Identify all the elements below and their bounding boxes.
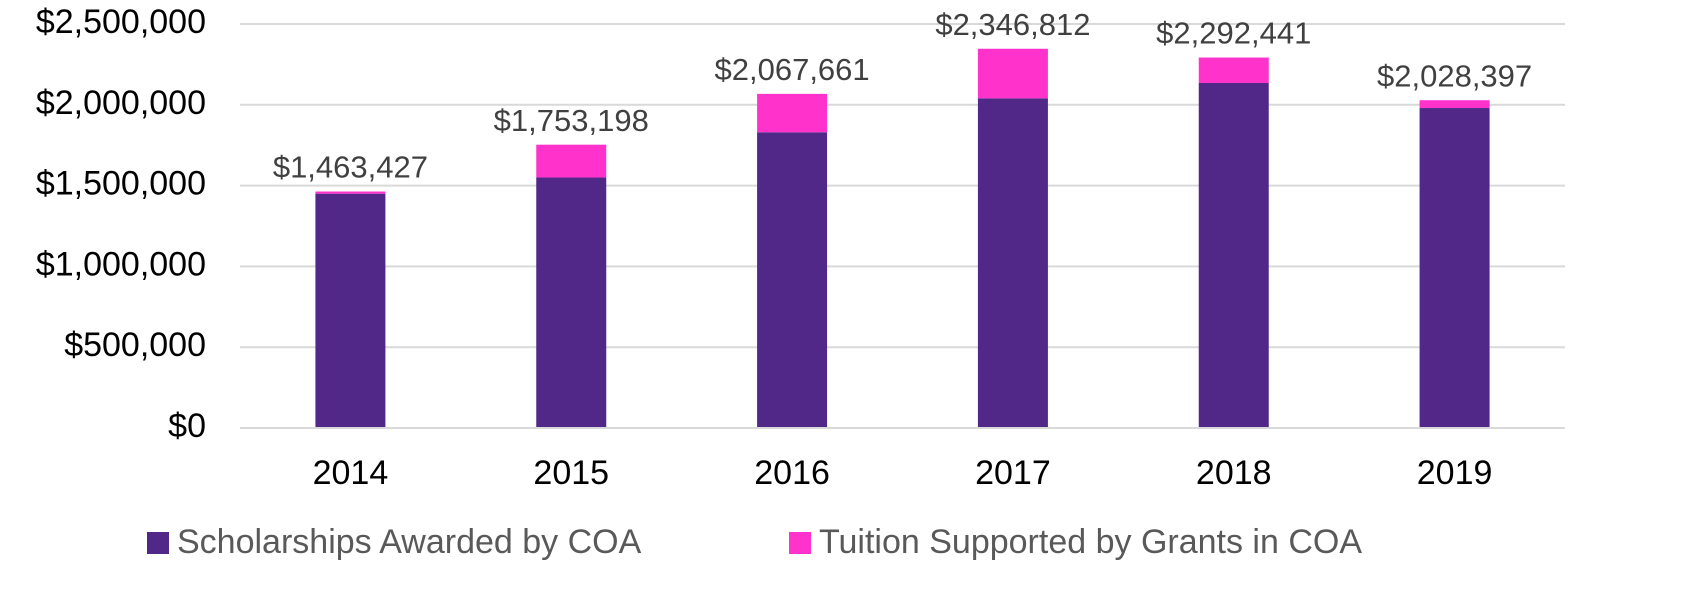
y-tick-label: $0 (168, 407, 206, 445)
bar-segment (757, 93, 828, 133)
bar-segment (1419, 100, 1490, 109)
y-tick-label: $2,000,000 (36, 84, 206, 122)
bar-segment (977, 48, 1048, 99)
total-label: $2,292,441 (1156, 16, 1311, 51)
y-tick-label: $2,500,000 (36, 3, 206, 41)
y-tick-label: $500,000 (64, 326, 206, 364)
total-label: $2,028,397 (1377, 58, 1532, 93)
bar-segment (757, 132, 828, 428)
bar-segment (536, 144, 607, 178)
legend-swatch (147, 532, 169, 554)
bar-segment (977, 98, 1048, 428)
x-tick-label: 2014 (313, 454, 389, 492)
bar-segment (1419, 108, 1490, 429)
bar-segment (315, 193, 386, 428)
total-label: $1,463,427 (273, 150, 428, 185)
bar-segment (536, 177, 607, 428)
x-tick-label: 2018 (1196, 454, 1272, 492)
legend-label: Scholarships Awarded by COA (177, 523, 642, 561)
bar-segment (315, 191, 386, 194)
total-label: $2,067,661 (715, 52, 870, 87)
x-tick-label: 2015 (533, 454, 609, 492)
x-tick-label: 2017 (975, 454, 1051, 492)
total-label: $1,753,198 (494, 103, 649, 138)
legend-label: Tuition Supported by Grants in COA (819, 523, 1362, 561)
y-tick-label: $1,000,000 (36, 245, 206, 283)
x-tick-label: 2019 (1417, 454, 1493, 492)
total-label: $2,346,812 (935, 7, 1090, 42)
bar-segment (1198, 57, 1269, 83)
x-tick-label: 2016 (754, 454, 830, 492)
bar-segment (1198, 82, 1269, 428)
legend-swatch (789, 532, 811, 554)
y-tick-label: $1,500,000 (36, 165, 206, 203)
